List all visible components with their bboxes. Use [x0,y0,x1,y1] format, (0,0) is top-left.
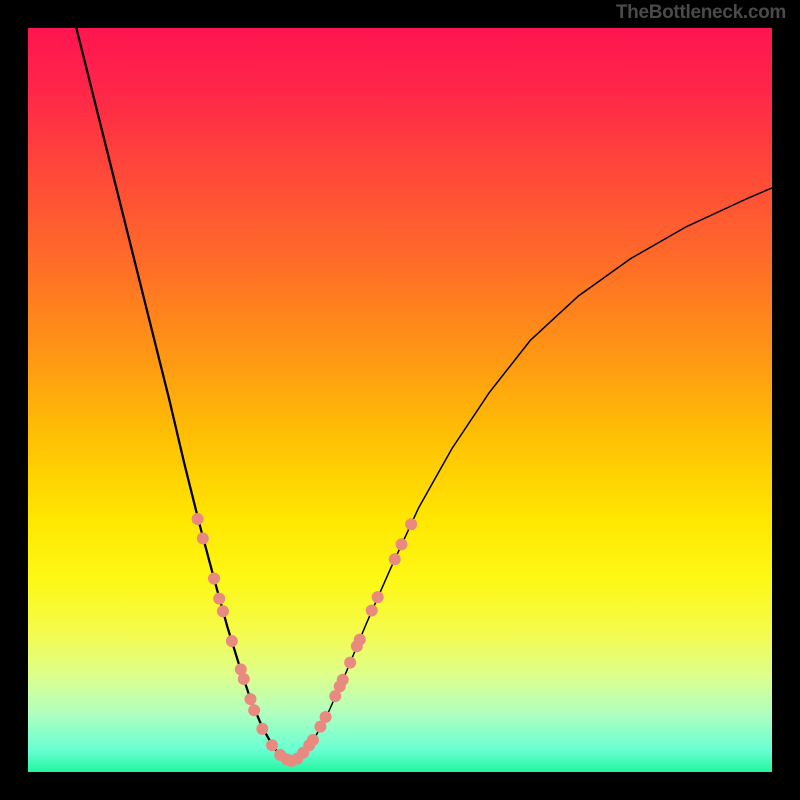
marker-point [405,518,417,530]
marker-point [256,723,268,735]
marker-point [366,605,378,617]
marker-point [354,634,366,646]
chart-svg [28,28,772,772]
plot-area [28,28,772,772]
marker-point [192,513,204,525]
watermark-text: TheBottleneck.com [616,2,786,24]
marker-point [337,674,349,686]
curve-left-line [76,28,291,761]
marker-point [197,532,209,544]
marker-point [307,734,319,746]
marker-point [344,657,356,669]
marker-point [226,635,238,647]
marker-point [372,591,384,603]
marker-point [266,739,278,751]
marker-point [320,711,332,723]
marker-point [213,593,225,605]
marker-point [389,553,401,565]
marker-point [217,605,229,617]
curve-right-line [291,188,772,761]
marker-point [395,538,407,550]
marker-point [238,673,250,685]
marker-point [248,704,260,716]
marker-point [244,693,256,705]
marker-point [208,573,220,585]
markers-group [192,513,418,767]
